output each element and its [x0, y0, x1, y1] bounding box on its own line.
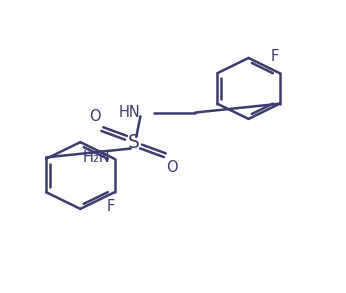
Text: S: S [128, 133, 139, 152]
Text: O: O [90, 110, 101, 125]
Text: HN: HN [119, 105, 140, 120]
Text: F: F [271, 49, 279, 64]
Text: H₂N: H₂N [83, 150, 110, 165]
Text: F: F [106, 200, 115, 214]
Text: O: O [166, 160, 177, 175]
